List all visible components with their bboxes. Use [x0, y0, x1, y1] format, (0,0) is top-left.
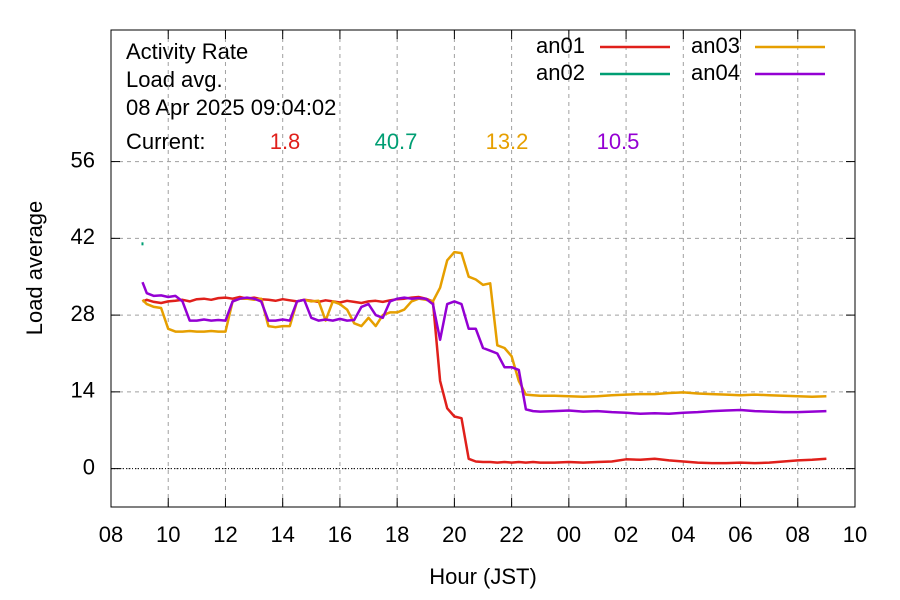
series-line: [141, 250, 827, 399]
current-label: Current:: [126, 129, 205, 154]
legend-label: an03: [691, 33, 740, 58]
y-tick-label: 0: [83, 454, 95, 479]
y-axis-title: Load average: [22, 201, 47, 336]
x-tick-label: 02: [614, 522, 638, 547]
x-tick-label: 10: [156, 522, 180, 547]
y-tick-label: 28: [71, 301, 95, 326]
chart-title: Activity Rate: [126, 39, 248, 64]
legend-label: an01: [536, 33, 585, 58]
x-tick-label: 08: [99, 522, 123, 547]
legend-label: an02: [536, 60, 585, 85]
x-tick-label: 20: [442, 522, 466, 547]
current-value: 13.2: [486, 129, 529, 154]
x-tick-label: 00: [557, 522, 581, 547]
y-tick-label: 14: [71, 378, 95, 403]
x-tick-label: 22: [499, 522, 523, 547]
x-tick-label: 14: [270, 522, 294, 547]
series-line: [141, 281, 827, 416]
data-point: [141, 242, 144, 246]
y-tick-label: 42: [71, 224, 95, 249]
x-tick-label: 12: [213, 522, 237, 547]
series-line: [142, 295, 827, 465]
x-tick-label: 10: [843, 522, 867, 547]
timestamp: 08 Apr 2025 09:04:02: [126, 95, 336, 120]
x-tick-label: 16: [328, 522, 352, 547]
plot-border: [110, 29, 856, 508]
x-tick-label: 08: [786, 522, 810, 547]
chart-subtitle: Load avg.: [126, 67, 223, 92]
x-tick-label: 18: [385, 522, 409, 547]
x-tick-label: 04: [671, 522, 695, 547]
current-value: 1.8: [270, 129, 301, 154]
y-tick-label: 56: [71, 147, 95, 172]
x-tick-label: 06: [728, 522, 752, 547]
legend-label: an04: [691, 60, 740, 85]
current-value: 40.7: [375, 129, 418, 154]
x-axis-title: Hour (JST): [429, 564, 537, 589]
current-value: 10.5: [597, 129, 640, 154]
